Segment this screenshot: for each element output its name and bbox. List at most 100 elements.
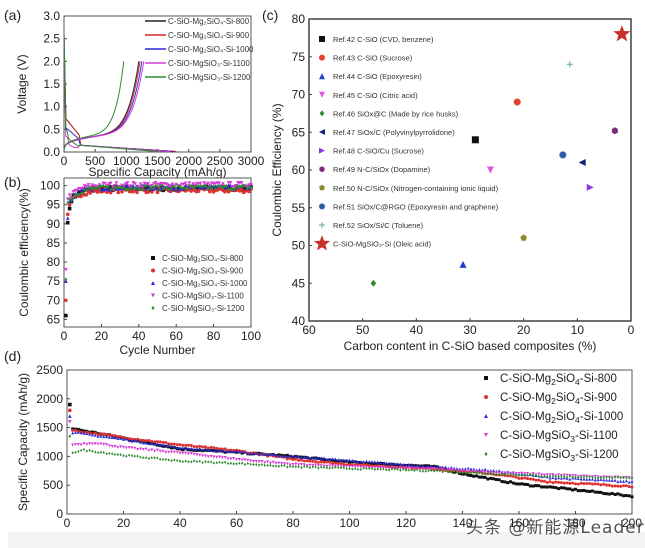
data-point xyxy=(142,186,147,190)
data-point xyxy=(96,433,100,437)
data-point xyxy=(337,466,340,470)
data-point xyxy=(185,184,190,188)
legend-label: C-SiO-MgSiO3-Si-1100 xyxy=(500,430,618,444)
data-point xyxy=(135,190,139,195)
data-point xyxy=(396,462,400,466)
data-point xyxy=(280,454,284,458)
data-point xyxy=(520,482,524,486)
legend-label: C-SiO-Mg₂SiO₄-Si-900 xyxy=(162,267,244,276)
data-point xyxy=(610,484,614,488)
data-point xyxy=(192,447,196,451)
x-tick-label: 50 xyxy=(356,323,370,337)
data-point xyxy=(542,479,546,483)
data-point xyxy=(483,470,487,474)
legend-label: Ref.42 C-SiO (CVD, benzene) xyxy=(333,35,434,44)
data-point xyxy=(150,448,154,452)
data-point xyxy=(161,444,165,448)
data-point xyxy=(142,456,145,460)
data-point xyxy=(164,457,168,461)
data-point xyxy=(579,477,583,481)
data-point xyxy=(99,450,103,454)
data-point xyxy=(212,446,216,450)
data-point xyxy=(548,476,552,480)
data-point xyxy=(108,452,111,456)
data-point xyxy=(596,482,600,486)
data-point xyxy=(203,454,207,458)
data-point xyxy=(159,457,162,461)
data-point xyxy=(116,186,120,190)
discharge-curve xyxy=(63,34,174,152)
data-point xyxy=(364,459,368,463)
data-point xyxy=(469,467,473,471)
data-point xyxy=(622,494,626,498)
legend-label: C-SiO-Mg₂SiO₄-Si-800 xyxy=(162,254,244,263)
data-point xyxy=(212,461,216,465)
data-point xyxy=(127,439,131,443)
data-point xyxy=(525,477,529,481)
data-point xyxy=(201,454,205,458)
data-point xyxy=(71,451,74,455)
data-point xyxy=(142,181,147,186)
data-point xyxy=(218,447,222,451)
data-point xyxy=(90,430,94,434)
data-point xyxy=(384,463,388,467)
legend-label: C-SiO-Mg₂SiO₄-Si-1000 xyxy=(162,279,248,288)
data-point xyxy=(503,480,507,484)
data-point xyxy=(562,486,566,490)
data-point xyxy=(305,459,309,463)
data-point xyxy=(345,458,349,462)
data-point xyxy=(520,471,524,475)
data-point xyxy=(506,473,509,477)
data-point xyxy=(339,458,343,462)
data-point xyxy=(619,493,623,497)
data-point xyxy=(232,187,236,192)
data-point xyxy=(291,457,295,461)
data-point xyxy=(494,478,498,482)
data-point xyxy=(155,442,159,446)
data-point xyxy=(497,469,501,473)
x-tick-label: 60 xyxy=(170,329,184,343)
data-point xyxy=(172,442,176,446)
data-point xyxy=(345,464,349,468)
data-point xyxy=(136,448,140,452)
data-point xyxy=(351,467,354,471)
data-point xyxy=(444,469,447,473)
data-point xyxy=(123,182,128,186)
data-point xyxy=(207,460,210,464)
data-point xyxy=(579,489,583,493)
data-point xyxy=(472,469,476,473)
data-point xyxy=(336,460,340,464)
data-point xyxy=(133,446,137,450)
data-point xyxy=(150,456,153,460)
data-point xyxy=(466,473,470,477)
data-point xyxy=(367,463,371,467)
data-point xyxy=(90,186,94,191)
data-point xyxy=(582,477,586,481)
data-point xyxy=(616,480,620,484)
legend-label: C-SiO-MgSiO₃-Si (Oleic acid) xyxy=(333,240,432,249)
data-point xyxy=(260,452,264,456)
data-point xyxy=(559,481,563,485)
x-tick-label: 140 xyxy=(452,516,472,530)
data-point xyxy=(480,470,484,474)
data-point xyxy=(75,193,79,197)
data-point xyxy=(559,476,563,480)
data-point xyxy=(300,466,303,470)
data-point xyxy=(195,184,199,188)
data-point xyxy=(410,466,414,470)
y-tick-label: 85 xyxy=(47,236,61,250)
data-point xyxy=(511,471,515,475)
legend-text-part: C-SiO-Mg xyxy=(500,373,551,385)
data-point xyxy=(136,454,139,458)
data-point xyxy=(135,185,139,189)
data-point xyxy=(531,473,535,477)
data-point xyxy=(333,461,337,465)
data-point xyxy=(191,184,195,189)
data-point xyxy=(93,433,97,437)
data-point xyxy=(144,447,148,451)
data-point xyxy=(288,456,292,460)
data-point xyxy=(206,455,210,459)
data-point xyxy=(133,182,137,186)
data-point xyxy=(540,485,544,489)
data-point xyxy=(432,467,436,471)
